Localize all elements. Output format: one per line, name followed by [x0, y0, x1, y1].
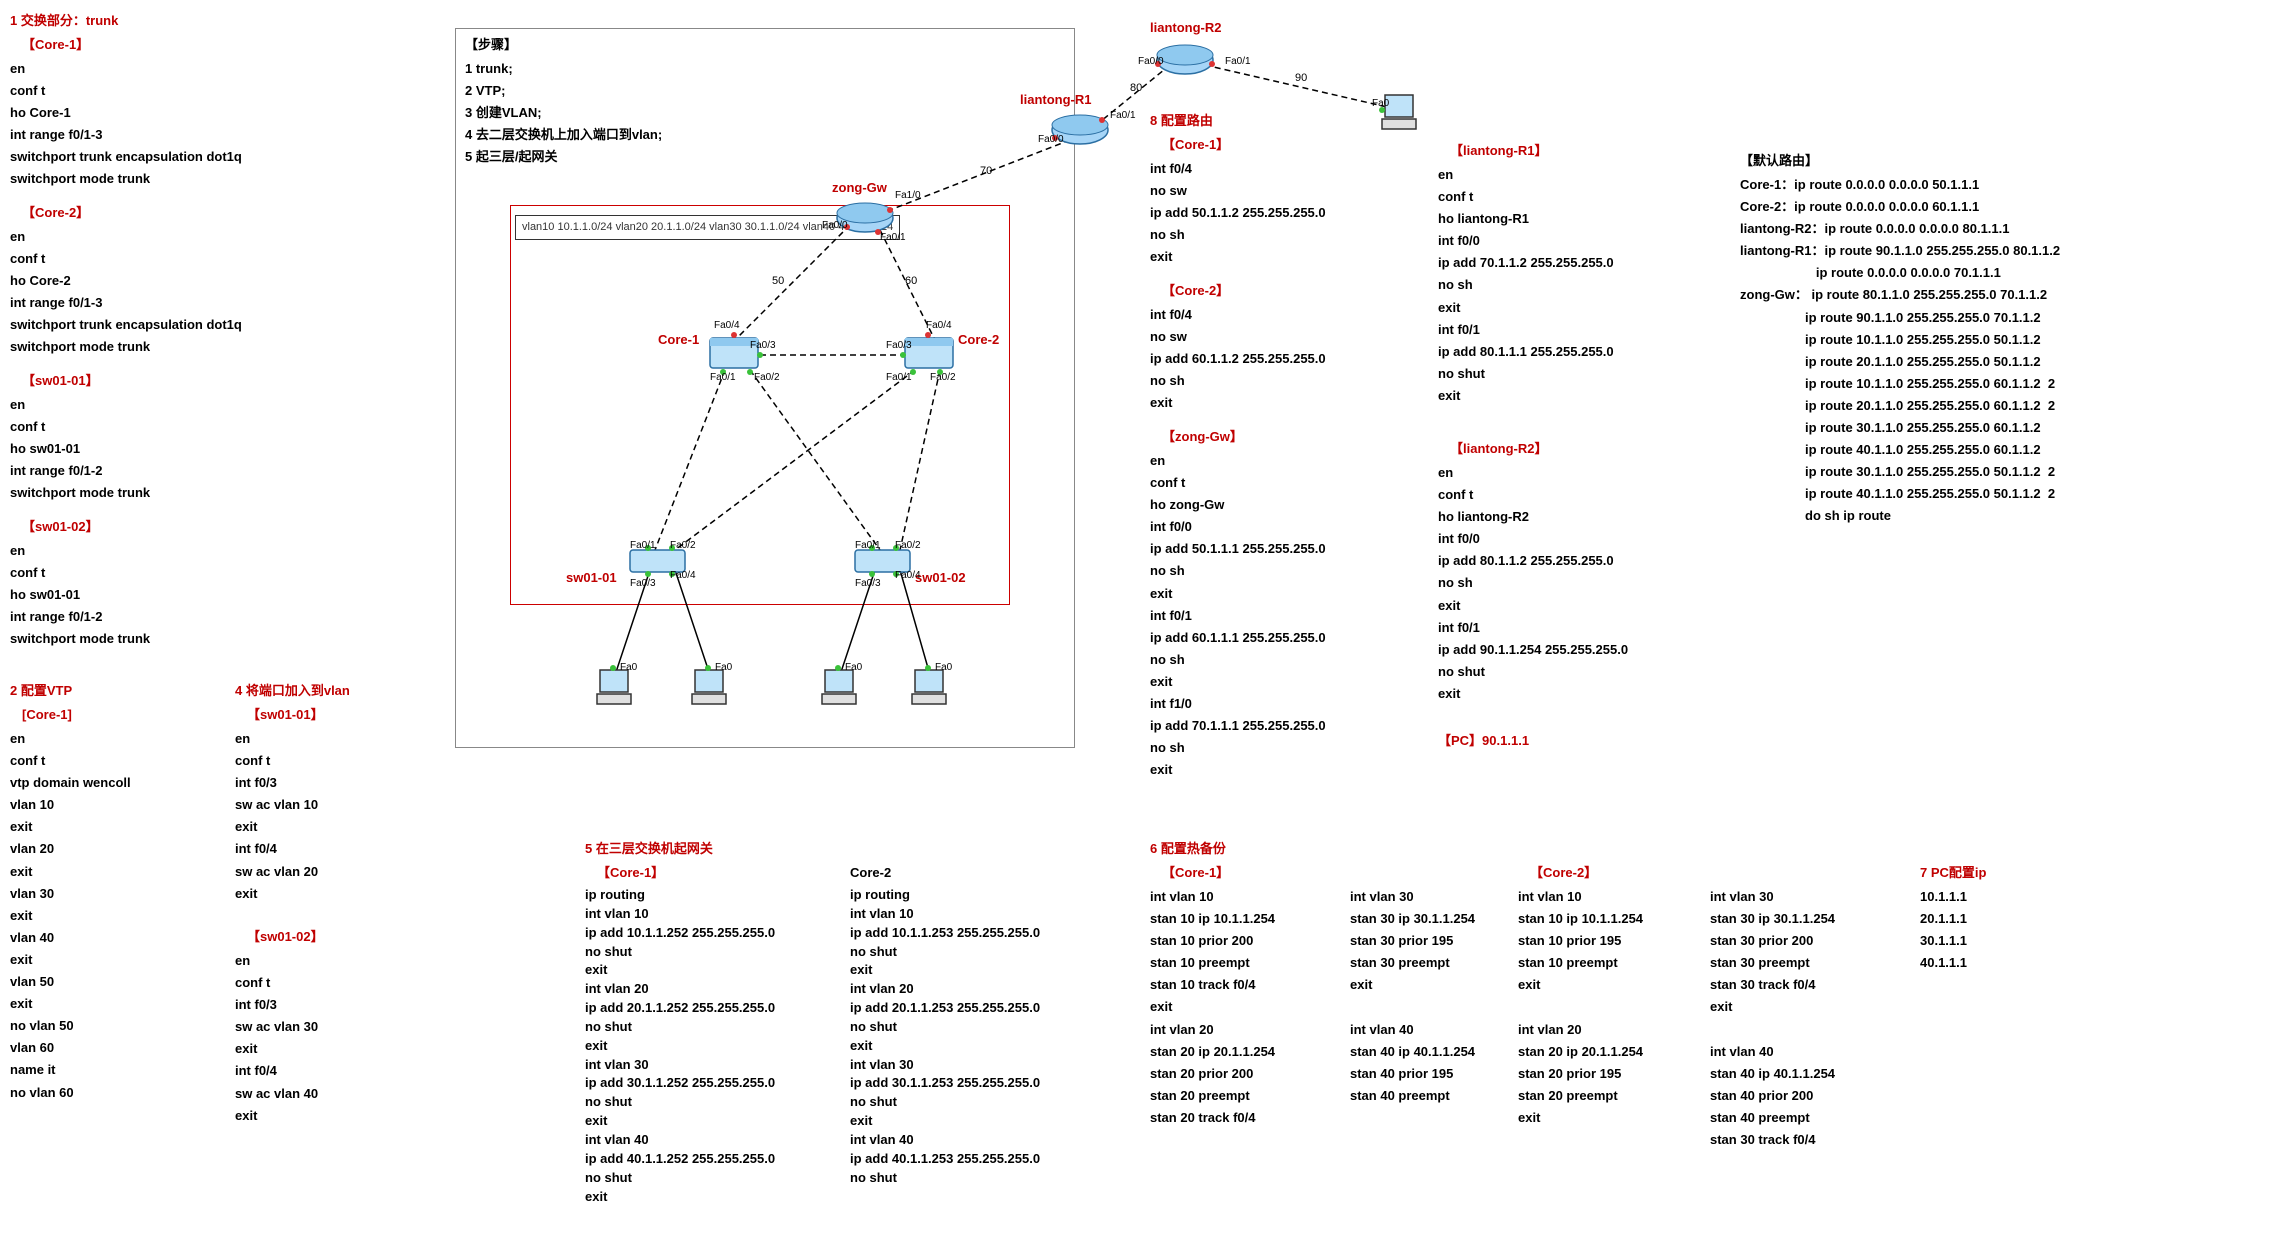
- section7-lines: 10.1.1.1 20.1.1.1 30.1.1.1 40.1.1.1: [1920, 886, 1967, 974]
- port-label: Fa0/0: [1038, 134, 1064, 145]
- pc-4: [912, 670, 946, 704]
- section2-core1-lines: en conf t vtp domain wencoll vlan 10 exi…: [10, 728, 131, 1104]
- section4-sw2-lines: en conf t int f0/3 sw ac vlan 30 exit in…: [235, 950, 318, 1127]
- port-label: Fa0/4: [926, 320, 952, 331]
- liantong-r1-label: 【liantong-R1】: [1450, 140, 1548, 162]
- liantong-r1-lines: en conf t ho liantong-R1 int f0/0 ip add…: [1438, 164, 1614, 407]
- section8-core1-label: 【Core-1】: [1162, 134, 1229, 156]
- routes-title: 【默认路由】: [1740, 150, 1818, 172]
- pc-1: [597, 670, 631, 704]
- section8-zong-lines: en conf t ho zong-Gw int f0/0 ip add 50.…: [1150, 450, 1326, 781]
- switch-sw01-02: [855, 550, 910, 572]
- port-label: Fa0/3: [630, 578, 656, 589]
- port-label: Fa0/3: [855, 578, 881, 589]
- port-label: Fa0/2: [754, 372, 780, 383]
- switch-sw01-01: [630, 550, 685, 572]
- section4-sw2-label: 【sw01-02】: [247, 926, 324, 948]
- port-label: Fa0/4: [670, 570, 696, 581]
- section8-title: 8 配置路由: [1150, 110, 1213, 132]
- section8-core2-label: 【Core-2】: [1162, 280, 1229, 302]
- section5-core2-lines: ip routing int vlan 10 ip add 10.1.1.253…: [850, 886, 1040, 1188]
- port-label: Fa0/1: [886, 372, 912, 383]
- port-label: Fa0/1: [880, 232, 906, 243]
- routes-lines: Core-1：ip route 0.0.0.0 0.0.0.0 50.1.1.1…: [1740, 174, 2060, 528]
- pc-3: [822, 670, 856, 704]
- section8-zong-label: 【zong-Gw】: [1162, 426, 1243, 448]
- port-label: Fa0/1: [1110, 110, 1136, 121]
- link-80: 80: [1130, 82, 1142, 94]
- port-label: Fa0/2: [895, 540, 921, 551]
- label-sw2: sw01-02: [915, 570, 966, 585]
- section8-core2-lines: int f0/4 no sw ip add 60.1.1.2 255.255.2…: [1150, 304, 1326, 414]
- section6-core2-col2: int vlan 30 stan 30 ip 30.1.1.254 stan 3…: [1710, 886, 1835, 1151]
- port-label: Fa0/1: [855, 540, 881, 551]
- port-label: Fa0/2: [670, 540, 696, 551]
- port-label: Fa0/2: [930, 372, 956, 383]
- section5-core1-lines: ip routing int vlan 10 ip add 10.1.1.252…: [585, 886, 775, 1206]
- port-label: Fa0/4: [714, 320, 740, 331]
- port-label: Fa0: [935, 662, 952, 673]
- label-core2: Core-2: [958, 332, 999, 347]
- port-label: Fa0/4: [895, 570, 921, 581]
- port-label: Fa0: [620, 662, 637, 673]
- label-sw1: sw01-01: [566, 570, 617, 585]
- label-core1: Core-1: [658, 332, 699, 347]
- port-label: Fa0: [845, 662, 862, 673]
- section5-core1-label: 【Core-1】: [597, 862, 664, 884]
- liantong-r2-label: 【liantong-R2】: [1450, 438, 1548, 460]
- section4-sw1-lines: en conf t int f0/3 sw ac vlan 10 exit in…: [235, 728, 318, 905]
- label-r1: liantong-R1: [1020, 92, 1092, 107]
- section6-title: 6 配置热备份: [1150, 838, 1226, 860]
- section6-core2-label: 【Core-2】: [1530, 862, 1597, 884]
- port-label: Fa0/0: [1138, 56, 1164, 67]
- port-label: Fa0/1: [710, 372, 736, 383]
- port-label: Fa0: [1372, 98, 1389, 109]
- page: 1 交换部分：trunk 【Core-1】 en conf t ho Core-…: [10, 10, 2261, 1239]
- port-label: Fa0: [715, 662, 732, 673]
- port-label: Fa0/1: [630, 540, 656, 551]
- section8-core1-lines: int f0/4 no sw ip add 50.1.1.2 255.255.2…: [1150, 158, 1326, 268]
- section5-title: 5 在三层交换机起网关: [585, 838, 713, 860]
- port-label: Fa0/0: [822, 220, 848, 231]
- link-50: 50: [772, 275, 784, 287]
- label-r2: liantong-R2: [1150, 20, 1222, 35]
- port-label: Fa1/0: [895, 190, 921, 201]
- link-90: 90: [1295, 72, 1307, 84]
- section6-core1-col2: int vlan 30 stan 30 ip 30.1.1.254 stan 3…: [1350, 886, 1475, 1107]
- port-label: Fa0/3: [886, 340, 912, 351]
- l3switch-core2: [905, 338, 953, 368]
- section6-core2-col1: int vlan 10 stan 10 ip 10.1.1.254 stan 1…: [1518, 886, 1643, 1129]
- router-liantong-r2: [1157, 45, 1213, 74]
- section6-core1-label: 【Core-1】: [1162, 862, 1229, 884]
- pc-2: [692, 670, 726, 704]
- link-70: 70: [980, 165, 992, 177]
- section7-title: 7 PC配置ip: [1920, 862, 1986, 884]
- port-label: Fa0/1: [1225, 56, 1251, 67]
- liantong-r2-lines: en conf t ho liantong-R2 int f0/0 ip add…: [1438, 462, 1628, 705]
- port-label: Fa0/3: [750, 340, 776, 351]
- label-gw: zong-Gw: [832, 180, 887, 195]
- link-60: 60: [905, 275, 917, 287]
- liantong-pc-label: 【PC】90.1.1.1: [1438, 730, 1529, 752]
- section5-core2-label: Core-2: [850, 862, 891, 884]
- section6-core1-col1: int vlan 10 stan 10 ip 10.1.1.254 stan 1…: [1150, 886, 1275, 1129]
